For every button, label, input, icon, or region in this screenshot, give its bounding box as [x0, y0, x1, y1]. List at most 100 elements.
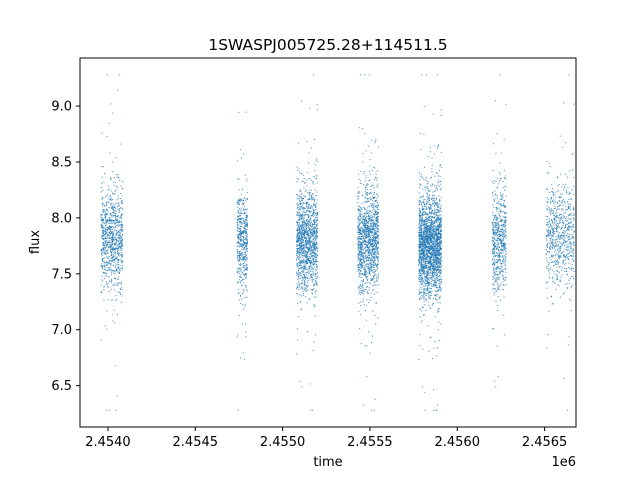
data-point — [245, 234, 247, 237]
data-point — [111, 220, 113, 223]
data-point — [110, 251, 112, 253]
data-point — [311, 240, 313, 242]
data-point — [245, 232, 247, 234]
data-point — [422, 194, 424, 197]
data-point — [367, 234, 369, 236]
data-point — [370, 203, 372, 205]
data-point — [316, 199, 318, 201]
data-point — [315, 178, 318, 180]
data-point — [298, 209, 300, 211]
data-point — [308, 204, 310, 206]
data-point — [244, 258, 246, 261]
data-point — [110, 249, 112, 251]
data-point — [122, 260, 124, 262]
data-point — [115, 299, 117, 301]
data-point — [431, 168, 433, 170]
data-point — [377, 231, 380, 233]
data-point — [102, 197, 104, 199]
data-point — [375, 280, 377, 283]
data-point — [375, 216, 377, 218]
data-point — [358, 224, 360, 226]
data-point — [101, 182, 103, 184]
data-point — [373, 197, 375, 199]
data-point — [377, 273, 380, 275]
data-point — [236, 202, 238, 204]
data-point — [357, 186, 359, 188]
data-point — [377, 183, 379, 185]
data-point — [311, 289, 313, 292]
data-point — [314, 189, 316, 191]
data-point — [304, 236, 306, 238]
data-point — [307, 279, 309, 282]
data-point — [440, 109, 442, 111]
data-point — [312, 208, 314, 210]
data-point — [245, 245, 247, 247]
data-point — [119, 180, 121, 182]
data-point — [358, 227, 360, 229]
data-point — [300, 100, 303, 102]
data-point — [428, 273, 430, 275]
data-point — [112, 214, 115, 216]
data-point — [314, 263, 316, 265]
data-point — [240, 268, 242, 270]
data-point — [302, 288, 304, 290]
data-point — [368, 218, 371, 220]
data-point — [117, 254, 120, 256]
data-point — [366, 230, 368, 233]
data-point — [312, 264, 314, 266]
data-point — [425, 273, 427, 275]
data-point — [242, 273, 245, 275]
data-point — [114, 321, 116, 323]
data-point — [426, 200, 428, 202]
data-point — [377, 216, 379, 218]
data-point — [236, 242, 238, 244]
data-point — [105, 272, 107, 275]
data-point — [372, 208, 375, 210]
data-point — [311, 246, 313, 248]
data-point — [377, 186, 379, 188]
data-point — [114, 207, 117, 209]
data-point — [308, 235, 311, 237]
data-point — [430, 209, 432, 211]
data-point — [312, 238, 314, 240]
data-point — [237, 288, 240, 290]
data-point — [106, 262, 108, 264]
data-point — [373, 241, 375, 244]
data-point — [316, 182, 318, 184]
data-point — [363, 206, 365, 208]
data-point — [238, 268, 240, 270]
data-point — [120, 217, 122, 219]
data-point — [108, 216, 110, 218]
data-point — [304, 231, 306, 233]
data-point — [102, 211, 104, 213]
data-point — [112, 237, 115, 239]
data-point — [106, 283, 108, 285]
data-point — [243, 261, 246, 263]
data-point — [361, 285, 363, 287]
data-point — [104, 222, 106, 225]
data-point — [244, 220, 246, 222]
data-point — [100, 249, 102, 251]
data-point — [240, 274, 242, 276]
data-point — [246, 178, 248, 180]
data-point — [104, 205, 106, 207]
data-point — [315, 279, 317, 281]
data-point — [371, 279, 373, 282]
data-point — [114, 181, 117, 183]
data-point — [307, 216, 310, 218]
data-point — [108, 276, 110, 278]
data-point — [313, 274, 315, 276]
data-point — [309, 274, 312, 276]
data-point — [115, 229, 117, 231]
data-point — [300, 250, 302, 252]
data-point — [244, 208, 247, 210]
data-point — [308, 272, 310, 275]
data-point — [102, 212, 104, 214]
data-point — [362, 283, 364, 285]
data-point — [310, 210, 312, 213]
data-point — [242, 153, 245, 155]
data-point — [296, 198, 298, 200]
data-point — [432, 113, 434, 115]
data-point — [243, 248, 245, 251]
data-point — [371, 258, 374, 260]
